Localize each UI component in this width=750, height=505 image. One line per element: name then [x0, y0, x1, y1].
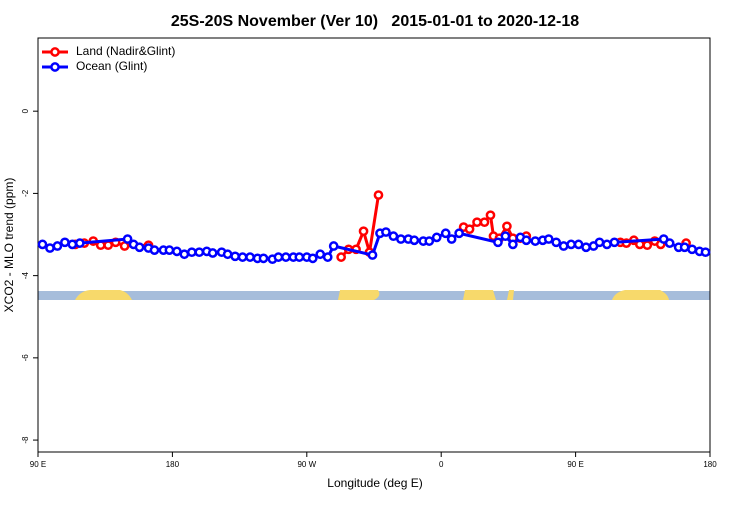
- data-point: [543, 234, 554, 244]
- data-point: [273, 252, 284, 262]
- data-point: [558, 241, 569, 251]
- y-tick-label: -6: [21, 354, 30, 362]
- data-point: [67, 239, 78, 250]
- data-point: [134, 242, 145, 253]
- y-tick-label: -8: [21, 436, 30, 444]
- data-point: [594, 237, 605, 248]
- land-patch: [338, 290, 380, 300]
- data-point: [502, 221, 512, 232]
- data-point: [472, 217, 482, 228]
- data-point: [45, 243, 55, 253]
- data-point: [222, 249, 233, 260]
- data-point: [194, 247, 205, 258]
- data-point: [367, 250, 378, 260]
- data-point: [687, 244, 697, 255]
- data-point: [609, 237, 620, 248]
- data-point: [179, 249, 190, 260]
- data-point: [521, 235, 532, 246]
- data-point: [381, 227, 391, 237]
- data-point: [500, 231, 511, 242]
- data-point: [164, 245, 175, 255]
- data-point: [700, 247, 711, 258]
- chart-title: 25S-20S November (Ver 10) 2015-01-01 to …: [171, 13, 579, 30]
- land-patch: [75, 290, 132, 300]
- data-point: [664, 238, 675, 248]
- data-point: [74, 238, 85, 248]
- data-point: [230, 251, 240, 262]
- data-point: [508, 239, 518, 250]
- y-tick-label: -4: [21, 272, 30, 280]
- data-point: [336, 252, 346, 262]
- x-axis-label: Longitude (deg E): [327, 476, 422, 490]
- data-point: [642, 240, 653, 251]
- data-point: [440, 228, 451, 239]
- data-point: [294, 252, 305, 262]
- data-point: [60, 237, 70, 248]
- legend-label: Land (Nadir&Glint): [76, 44, 175, 58]
- data-point: [551, 237, 562, 248]
- data-point: [409, 235, 420, 246]
- data-point: [207, 248, 218, 258]
- x-tick-label: 90 W: [297, 460, 316, 469]
- data-point: [358, 226, 369, 237]
- data-point: [530, 236, 541, 246]
- data-point: [424, 236, 435, 246]
- data-point: [172, 246, 182, 257]
- data-point: [431, 232, 442, 243]
- x-tick-label: 180: [703, 460, 717, 469]
- data-point: [103, 240, 114, 251]
- land-patch: [463, 290, 496, 300]
- data-point: [322, 252, 333, 262]
- data-point: [258, 253, 269, 264]
- data-point: [679, 242, 690, 253]
- data-point: [37, 239, 48, 250]
- x-tick-label: 180: [166, 460, 180, 469]
- data-point: [388, 231, 399, 242]
- data-point: [122, 234, 133, 244]
- data-point: [186, 247, 197, 258]
- data-point: [479, 217, 490, 228]
- land-mask-strip: [38, 290, 710, 300]
- legend-label: Ocean (Glint): [76, 59, 147, 73]
- y-tick-label: -2: [21, 189, 30, 197]
- data-point: [52, 241, 63, 251]
- data-point: [573, 239, 584, 250]
- legend-marker: [50, 47, 60, 57]
- data-point: [454, 228, 464, 239]
- data-point: [307, 253, 318, 264]
- data-point: [566, 239, 576, 250]
- legend-marker: [50, 62, 60, 72]
- land-patch: [612, 290, 669, 300]
- land-patch: [507, 290, 514, 300]
- x-tick-label: 90 E: [30, 460, 46, 469]
- data-point: [315, 249, 326, 260]
- data-point: [446, 234, 457, 244]
- data-point: [281, 252, 291, 262]
- data-point: [602, 239, 612, 250]
- x-tick-label: 0: [439, 460, 444, 469]
- data-point: [149, 245, 160, 255]
- data-point: [328, 241, 339, 251]
- data-point: [493, 237, 503, 248]
- data-point: [245, 252, 255, 262]
- data-point: [485, 210, 496, 221]
- data-point: [373, 190, 384, 200]
- data-point: [464, 224, 475, 235]
- x-tick-label: 90 E: [567, 460, 583, 469]
- data-point: [237, 252, 248, 262]
- y-tick-label: 0: [21, 108, 30, 113]
- y-axis-label: XCO2 - MLO trend (ppm): [2, 178, 16, 313]
- data-point: [581, 242, 591, 253]
- data-point: [396, 234, 406, 244]
